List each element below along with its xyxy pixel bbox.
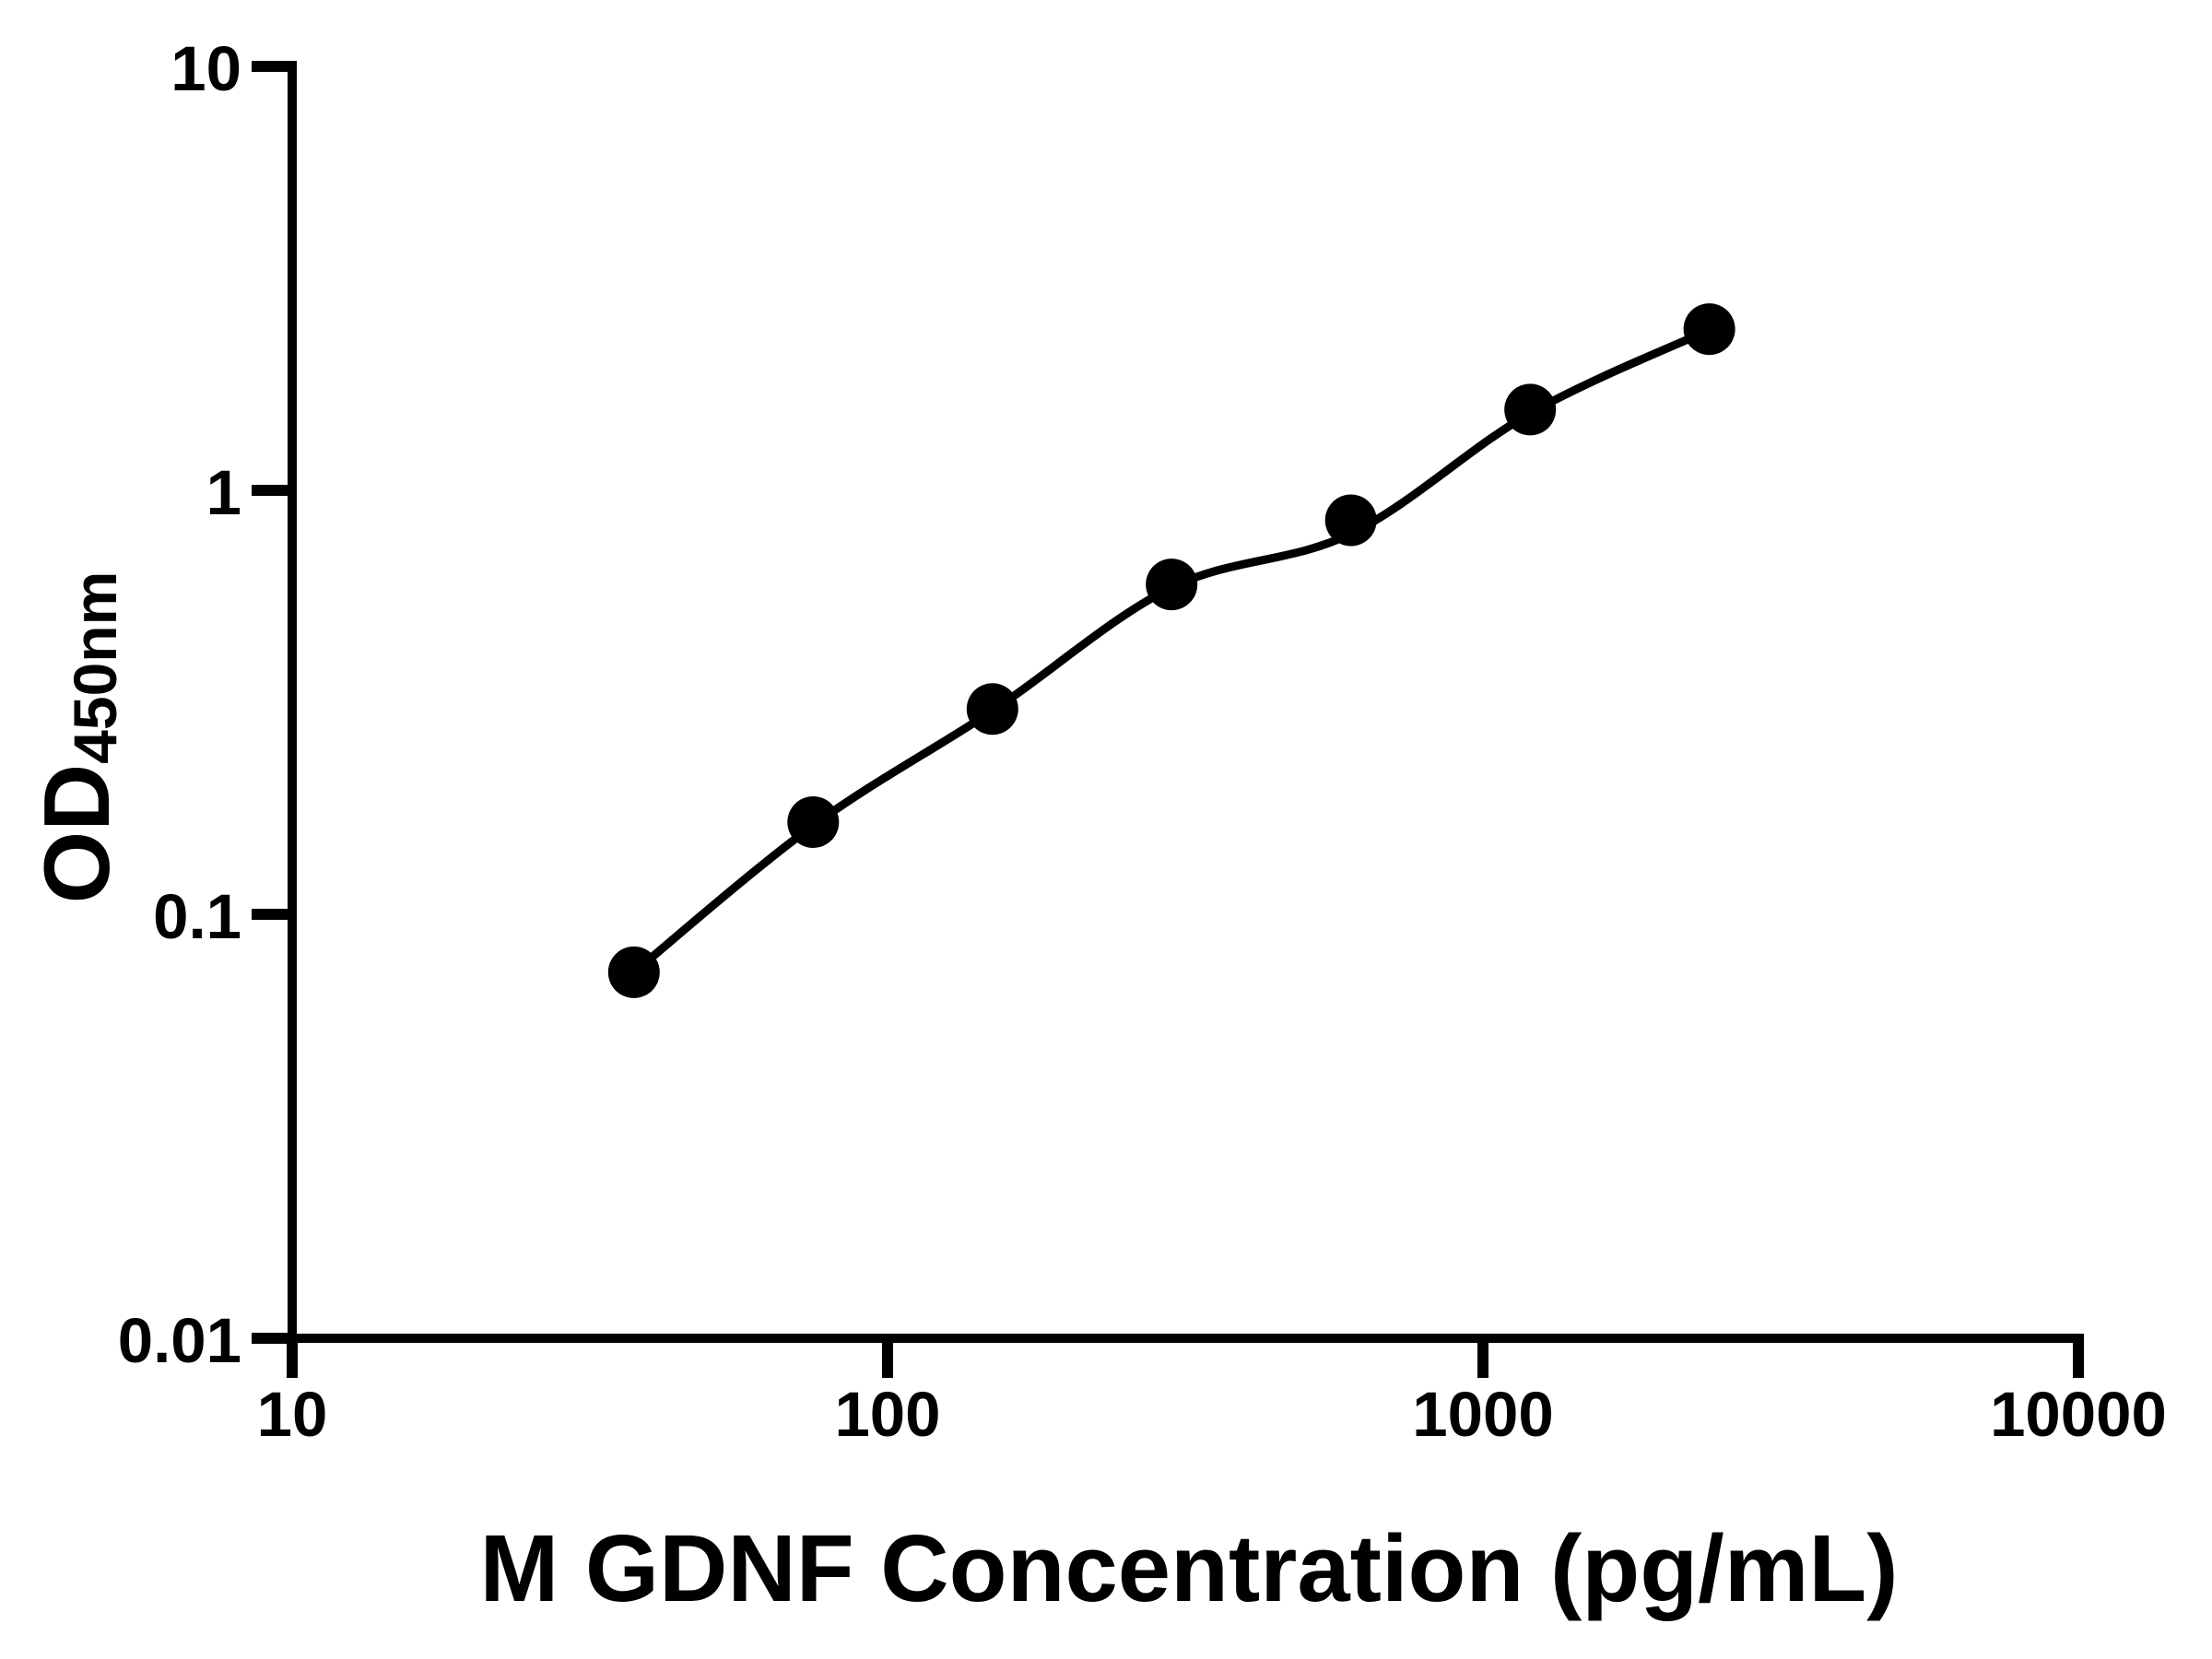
y-tick-label: 0.1 (153, 881, 241, 952)
x-axis-title: M GDNF Concentration (pg/mL) (479, 1515, 1898, 1621)
data-point-marker (1324, 494, 1377, 547)
y-axis-title: OD450nm (26, 571, 129, 904)
y-axis-title-sub: 450nm (61, 571, 129, 764)
axes-layer (288, 61, 2084, 1378)
y-axis-title-main: OD (26, 764, 129, 904)
x-tick-label: 10 (257, 1379, 328, 1450)
data-point-marker (1146, 559, 1198, 611)
data-point-marker (607, 946, 660, 998)
ticks-layer (252, 61, 2084, 1378)
data-point-marker (1504, 383, 1557, 436)
data-point-marker (787, 796, 840, 848)
tick-labels-layer: 10 100 1000 10000 10 1 0.1 0.01 (118, 33, 2167, 1450)
data-point-marker (1683, 303, 1735, 356)
y-tick-label: 1 (206, 457, 241, 528)
x-tick-label: 10000 (1990, 1379, 2167, 1450)
y-tick-label: 10 (171, 33, 241, 104)
x-tick-label: 100 (834, 1379, 940, 1450)
data-point-marker (966, 683, 1018, 735)
y-tick-label: 0.01 (118, 1305, 241, 1376)
x-tick-label: 1000 (1412, 1379, 1554, 1450)
series-layer (607, 303, 1735, 998)
